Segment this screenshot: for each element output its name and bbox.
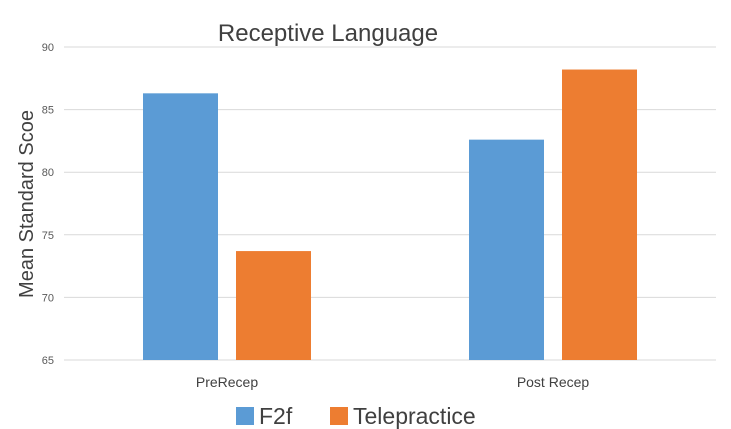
y-tick-label: 85 [42, 105, 54, 117]
bar [143, 93, 218, 360]
bar [236, 251, 311, 360]
bar [562, 69, 637, 360]
legend-label: F2f [259, 403, 293, 429]
y-axis-ticks: 65 70 75 80 85 90 [42, 42, 54, 367]
x-axis-ticks: PreRecep Post Recep [196, 374, 590, 390]
y-tick-label: 75 [42, 230, 54, 242]
chart-title: Receptive Language [218, 20, 438, 47]
y-tick-label: 70 [42, 292, 54, 304]
legend: F2f Telepractice [236, 403, 476, 429]
legend-label: Telepractice [353, 403, 476, 429]
bar [469, 139, 544, 360]
y-tick-label: 90 [42, 42, 54, 54]
bars [143, 69, 637, 360]
x-tick-label: Post Recep [517, 374, 590, 390]
y-tick-label: 65 [42, 355, 54, 367]
x-tick-label: PreRecep [196, 374, 258, 390]
y-tick-label: 80 [42, 167, 54, 179]
y-axis-label: Mean Standard Scoe [16, 110, 38, 298]
legend-swatch [330, 407, 348, 425]
legend-swatch [236, 407, 254, 425]
